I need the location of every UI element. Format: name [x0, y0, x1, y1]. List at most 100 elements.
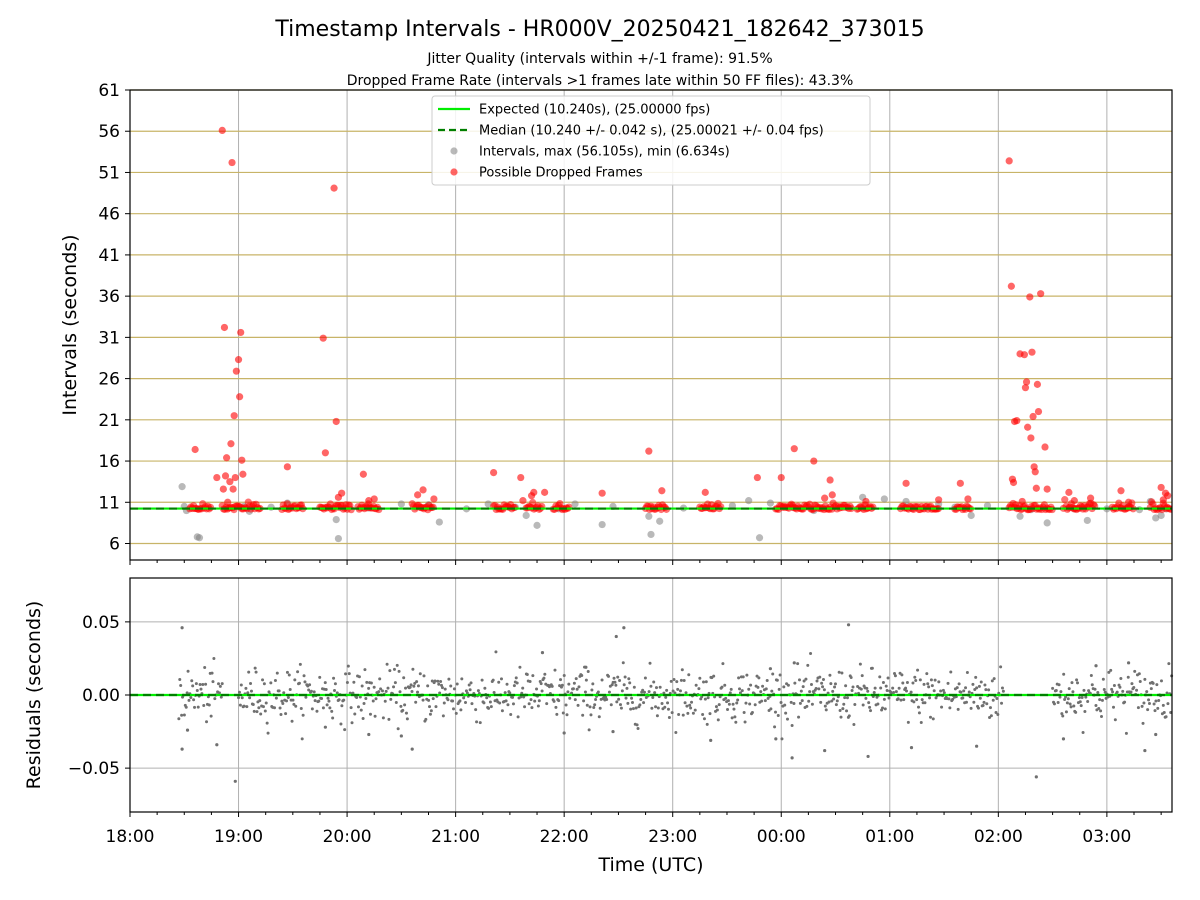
- legend-label: Median (10.240 +/- 0.042 s), (25.00021 +…: [479, 124, 824, 139]
- residual-point: [468, 688, 472, 692]
- residual-point: [275, 671, 279, 675]
- residual-point: [674, 731, 678, 735]
- top-y-tick-label: 11: [98, 493, 120, 513]
- residual-point: [605, 698, 609, 702]
- residual-point: [217, 691, 221, 695]
- bottom-x-tick-label: 22:00: [540, 827, 589, 847]
- bottom-x-tick-label: 21:00: [431, 827, 480, 847]
- dropped-frame-point: [237, 328, 245, 337]
- residual-point: [505, 682, 509, 686]
- residual-point: [1082, 688, 1086, 692]
- residual-point: [356, 705, 360, 709]
- residual-point: [266, 731, 270, 735]
- dropped-frame-point: [419, 486, 427, 494]
- residual-outlier-point: [709, 738, 713, 742]
- residual-outlier-point: [180, 747, 184, 751]
- residual-point: [675, 680, 679, 684]
- residual-point: [892, 690, 896, 694]
- dropped-frame-point: [239, 470, 247, 478]
- residual-point: [201, 683, 205, 687]
- residual-point: [834, 703, 838, 707]
- residual-point: [365, 680, 369, 684]
- residual-point: [187, 698, 191, 702]
- residual-point: [326, 696, 330, 700]
- residual-point: [701, 713, 705, 717]
- bottom-y-tick-label: −0.05: [68, 759, 120, 779]
- residual-point: [797, 678, 801, 682]
- residual-point: [653, 691, 657, 695]
- residual-point: [1157, 699, 1161, 703]
- residual-point: [239, 683, 243, 687]
- residual-point: [716, 718, 720, 722]
- residual-point: [673, 691, 677, 695]
- residual-point: [323, 681, 327, 685]
- residual-point: [741, 675, 745, 679]
- residual-point: [454, 711, 458, 715]
- residual-point: [259, 712, 263, 716]
- residual-point: [738, 687, 742, 691]
- residual-point: [681, 713, 685, 717]
- residual-point: [860, 674, 864, 678]
- dropped-frame-point: [319, 334, 327, 342]
- residual-point: [916, 668, 920, 672]
- residual-point: [1089, 674, 1093, 678]
- residual-point: [697, 687, 701, 691]
- residual-point: [728, 691, 732, 695]
- residual-point: [380, 689, 384, 693]
- residual-point: [483, 686, 487, 690]
- dropped-frame-point: [229, 485, 237, 493]
- residual-point: [416, 690, 420, 694]
- residual-point: [1147, 698, 1151, 702]
- residual-point: [1098, 698, 1102, 702]
- residual-point: [665, 688, 669, 692]
- residual-point: [905, 689, 909, 693]
- residual-point: [470, 702, 474, 706]
- residual-point: [572, 681, 576, 685]
- residual-point: [1066, 697, 1070, 701]
- residual-point: [655, 714, 659, 718]
- residual-point: [372, 685, 376, 689]
- dropped-frame-point: [753, 473, 761, 482]
- residual-point: [531, 674, 535, 678]
- residual-point: [708, 712, 712, 716]
- residual-point: [978, 696, 982, 700]
- residual-point: [209, 714, 213, 718]
- chart-title: Timestamp Intervals - HR000V_20250421_18…: [274, 17, 924, 42]
- residual-point: [869, 709, 873, 713]
- residual-point: [630, 696, 634, 700]
- residual-point: [321, 706, 325, 710]
- residual-point: [1094, 703, 1098, 707]
- residual-point: [678, 689, 682, 693]
- residual-point: [983, 683, 987, 687]
- dropped-frame-point: [224, 498, 232, 506]
- residual-point: [777, 687, 781, 691]
- residual-point: [421, 698, 425, 702]
- bottom-y-tick-label: 0.05: [82, 613, 120, 633]
- legend-label: Intervals, max (56.105s), min (6.634s): [479, 145, 730, 160]
- residual-point: [623, 675, 627, 679]
- residual-point: [647, 690, 651, 694]
- residual-point: [587, 728, 591, 732]
- residual-point: [881, 680, 885, 684]
- residual-point: [373, 714, 377, 718]
- residual-point: [237, 696, 241, 700]
- residual-point: [539, 682, 543, 686]
- residual-point: [917, 705, 921, 709]
- residual-point: [899, 698, 903, 702]
- residual-point: [773, 710, 777, 714]
- residual-point: [525, 672, 529, 676]
- residual-point: [905, 680, 909, 684]
- residual-point: [982, 700, 986, 704]
- residual-points: [177, 623, 1174, 783]
- residual-point: [237, 690, 241, 694]
- residual-point: [543, 672, 547, 676]
- residual-point: [737, 676, 741, 680]
- residual-point: [566, 690, 570, 694]
- residual-point: [242, 704, 246, 708]
- residual-point: [732, 707, 736, 711]
- residual-point: [542, 676, 546, 680]
- residual-point: [562, 674, 566, 678]
- residual-point: [721, 662, 725, 666]
- residual-point: [535, 687, 539, 691]
- residual-outlier-point: [774, 737, 778, 741]
